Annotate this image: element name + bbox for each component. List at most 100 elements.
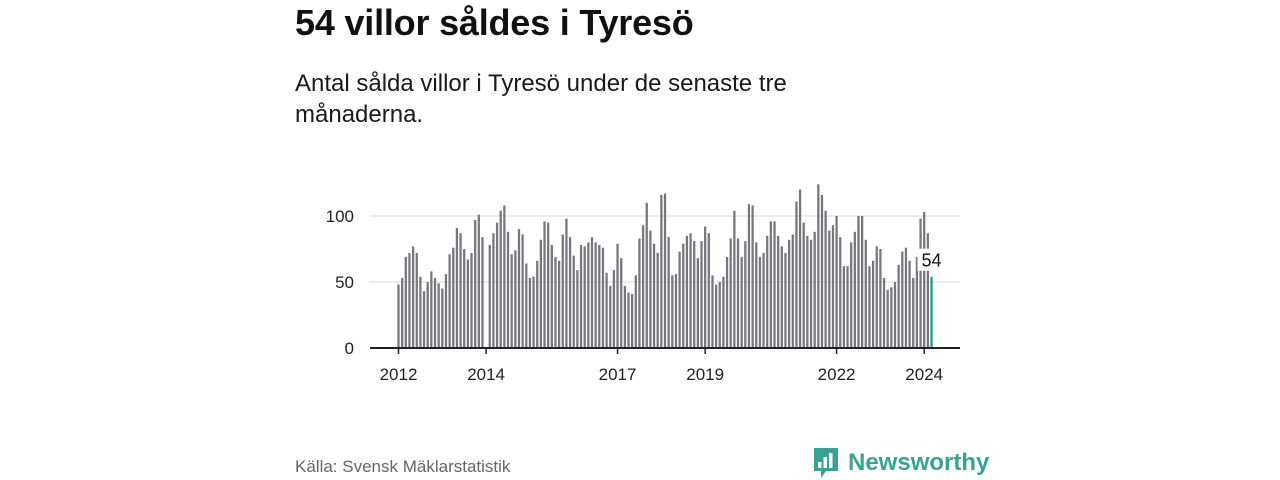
bar (678, 251, 681, 348)
bar (517, 229, 521, 348)
bar (875, 246, 878, 348)
bar (528, 278, 532, 348)
bar (813, 231, 816, 348)
bar (430, 271, 433, 348)
bar (773, 221, 776, 348)
x-tick-label: 2024 (905, 365, 943, 384)
bar (871, 260, 875, 348)
bar (466, 259, 469, 348)
bar (598, 245, 601, 348)
bar (419, 276, 422, 348)
bar (557, 260, 561, 348)
bar (733, 210, 736, 348)
bar (401, 278, 404, 348)
bar (842, 266, 846, 348)
bar (689, 233, 692, 348)
bar (474, 219, 477, 348)
bar (795, 201, 798, 348)
bar (415, 252, 418, 348)
bar (543, 221, 546, 348)
bar (576, 270, 579, 348)
bar (886, 289, 889, 348)
chart-title: 54 villor såldes i Tyresö (295, 2, 694, 43)
bar (568, 237, 572, 348)
bar (693, 241, 696, 348)
bar (714, 284, 718, 348)
bar (882, 278, 886, 348)
bar (835, 216, 838, 348)
bar (700, 241, 703, 348)
bar (631, 293, 634, 348)
bar (539, 239, 543, 348)
bar (879, 249, 882, 348)
x-tick-label: 2012 (380, 365, 418, 384)
bar (828, 230, 831, 348)
bar (915, 256, 919, 348)
bar (912, 278, 915, 348)
bar (532, 276, 535, 348)
bar (645, 202, 648, 348)
bar (437, 283, 440, 348)
bar (634, 275, 637, 348)
x-tick-label: 2019 (686, 365, 724, 384)
bar (638, 238, 641, 348)
source-note: Källa: Svensk Mäklarstatistik (295, 457, 511, 476)
bar (660, 194, 663, 348)
bar (663, 193, 667, 348)
bar (554, 256, 557, 348)
bar (926, 233, 929, 348)
bar (590, 237, 594, 348)
bar (864, 239, 867, 348)
y-tick-label: 100 (326, 207, 354, 226)
bar (769, 221, 773, 348)
bar (492, 233, 495, 348)
bar (536, 260, 539, 348)
bar (736, 238, 740, 348)
bar (850, 242, 853, 348)
bar (751, 205, 754, 348)
bar (565, 218, 568, 348)
y-tick-label: 50 (335, 273, 354, 292)
bar (831, 225, 835, 348)
bar (685, 235, 689, 348)
bar (470, 252, 473, 348)
bar (612, 270, 616, 348)
bar (777, 235, 780, 348)
bar (766, 235, 769, 348)
bar (656, 252, 659, 348)
bar (422, 291, 426, 348)
bar (758, 256, 762, 348)
bar (609, 285, 612, 348)
bar (667, 237, 670, 348)
bar (641, 225, 645, 348)
bar (583, 246, 586, 348)
bar (514, 250, 517, 348)
bar (820, 194, 824, 348)
bar (725, 256, 729, 348)
bar (649, 230, 652, 348)
x-tick-label: 2014 (467, 365, 505, 384)
bar (824, 210, 827, 348)
x-tick-label: 2017 (599, 365, 637, 384)
bar (729, 238, 732, 348)
bar (503, 205, 506, 348)
bar (696, 258, 699, 348)
bar (506, 231, 510, 348)
chart-subtitle: Antal sålda villor i Tyresö under de sen… (295, 70, 787, 128)
bar (587, 242, 590, 348)
brand-logo[interactable]: Newsworthy (812, 446, 989, 480)
bar (601, 247, 605, 348)
bar (861, 216, 864, 348)
bar (550, 245, 553, 348)
bar (839, 237, 842, 348)
bar (682, 243, 685, 348)
bar (579, 245, 583, 348)
bar (444, 274, 448, 348)
bar (448, 254, 451, 348)
bar (521, 234, 524, 348)
bar (857, 216, 860, 348)
bar (616, 243, 619, 348)
bar (784, 252, 787, 348)
bar (908, 260, 911, 348)
